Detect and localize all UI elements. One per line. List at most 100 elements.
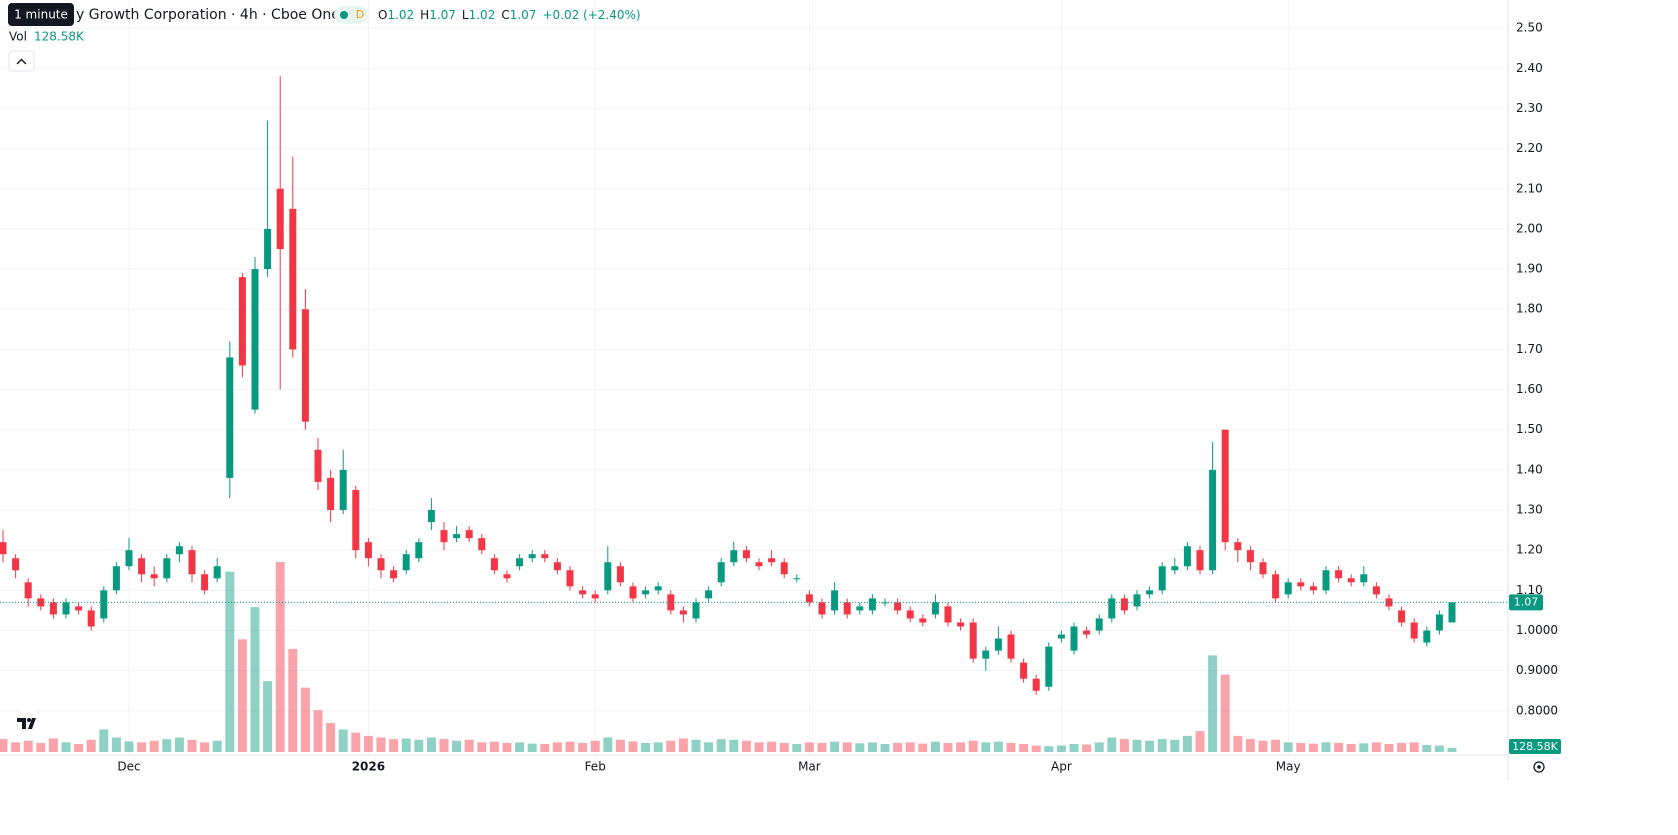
candle-body — [1360, 574, 1368, 583]
volume-bar — [351, 732, 361, 752]
volume-bar — [880, 743, 890, 752]
volume-bar — [1195, 731, 1205, 752]
volume-bar — [477, 742, 487, 752]
volume-bar — [389, 739, 399, 752]
candle-body — [944, 606, 952, 623]
volume-bar — [401, 738, 411, 752]
candle-body — [1372, 586, 1380, 595]
candle-body — [692, 602, 700, 619]
candle-body — [642, 590, 650, 595]
volume-bar — [1233, 735, 1243, 752]
volume-bar — [855, 743, 865, 752]
candle-body — [1246, 550, 1254, 563]
candle-body — [604, 562, 612, 591]
volume-bar — [930, 741, 940, 752]
logo-dot — [27, 718, 31, 722]
status-pill[interactable] — [334, 6, 368, 24]
volume-bar — [842, 742, 852, 752]
volume-bar — [666, 740, 676, 752]
x-tick-label: Mar — [798, 760, 821, 774]
y-tick-label: 2.00 — [1516, 221, 1543, 235]
legend-value: 1.02 — [469, 8, 496, 22]
candle-body — [213, 566, 221, 579]
candle-layer — [0, 76, 1456, 695]
volume-bar — [1157, 739, 1167, 752]
volume-bar — [1069, 743, 1079, 752]
y-tick-label: 0.9000 — [1516, 663, 1558, 677]
candle-body — [12, 558, 20, 571]
volume-bar — [1145, 740, 1155, 752]
candle-body — [163, 558, 171, 579]
candle-body — [1423, 630, 1431, 643]
candle-body — [1322, 570, 1330, 591]
legend-key: L — [462, 8, 469, 22]
candle-body — [831, 590, 839, 611]
y-tick-label: 1.70 — [1516, 342, 1543, 356]
candle-body — [364, 542, 372, 559]
volume-bar — [615, 739, 625, 752]
volume-bar — [1056, 745, 1066, 752]
volume-bar — [111, 737, 121, 752]
candle-body — [112, 566, 120, 591]
candle-body — [427, 510, 435, 523]
volume-bar — [767, 741, 777, 752]
candle-body — [314, 449, 322, 482]
candle-body — [818, 602, 826, 615]
collapse-icon — [16, 58, 27, 65]
volume-bar — [943, 742, 953, 752]
candle-body — [957, 622, 965, 627]
logo[interactable] — [13, 709, 43, 739]
candle-body — [1057, 634, 1065, 639]
legend-key: O — [378, 8, 387, 22]
volume-bar — [1447, 747, 1457, 752]
volume-bar — [729, 739, 739, 752]
volume-bar — [149, 740, 159, 752]
candle-body — [591, 594, 599, 599]
volume-bar — [212, 740, 222, 752]
candle-body — [62, 602, 70, 615]
volume-bar — [1397, 742, 1407, 752]
candle-body — [49, 602, 57, 615]
volume-bar — [1384, 743, 1394, 752]
candle-body — [1297, 582, 1305, 587]
candle-body — [503, 574, 511, 579]
y-tick-label: 1.90 — [1516, 262, 1543, 276]
candle-body — [982, 650, 990, 659]
volume-tag: 128.58K — [1512, 740, 1558, 753]
candle-body — [629, 586, 637, 599]
volume-bar — [86, 739, 96, 752]
volume-bar — [653, 742, 663, 752]
candle-body — [780, 562, 788, 575]
candle-body — [1448, 602, 1456, 623]
volume-bar — [1082, 744, 1092, 752]
candle-body — [1272, 574, 1280, 599]
candle-body — [969, 622, 977, 659]
candle-body — [87, 610, 95, 627]
settings-button[interactable] — [1533, 761, 1545, 773]
volume-bar — [792, 743, 802, 752]
volume-bar — [1208, 655, 1218, 752]
volume-bar — [1296, 742, 1306, 752]
candle-body — [1020, 662, 1028, 679]
tooltip-bg — [8, 3, 74, 26]
volume-bar — [893, 742, 903, 752]
candle-body — [125, 550, 133, 567]
candle-body — [465, 530, 473, 539]
volume-bar — [641, 742, 651, 752]
volume-bar — [1031, 745, 1041, 752]
collapse-button[interactable] — [8, 50, 35, 72]
volume-bar — [1283, 742, 1293, 752]
volume-bar — [1107, 737, 1117, 752]
volume-bar — [993, 741, 1003, 752]
volume-bar — [552, 742, 562, 752]
y-tick-label: 2.40 — [1516, 61, 1543, 75]
volume-bar — [250, 607, 260, 752]
candle-body — [1158, 566, 1166, 591]
candle-body — [541, 554, 549, 559]
candle-body — [579, 590, 587, 595]
candle-body — [0, 542, 7, 555]
volume-bar — [754, 742, 764, 752]
settings-core — [1537, 765, 1541, 769]
volume-bar — [1409, 742, 1419, 752]
volume-bar — [540, 743, 550, 752]
